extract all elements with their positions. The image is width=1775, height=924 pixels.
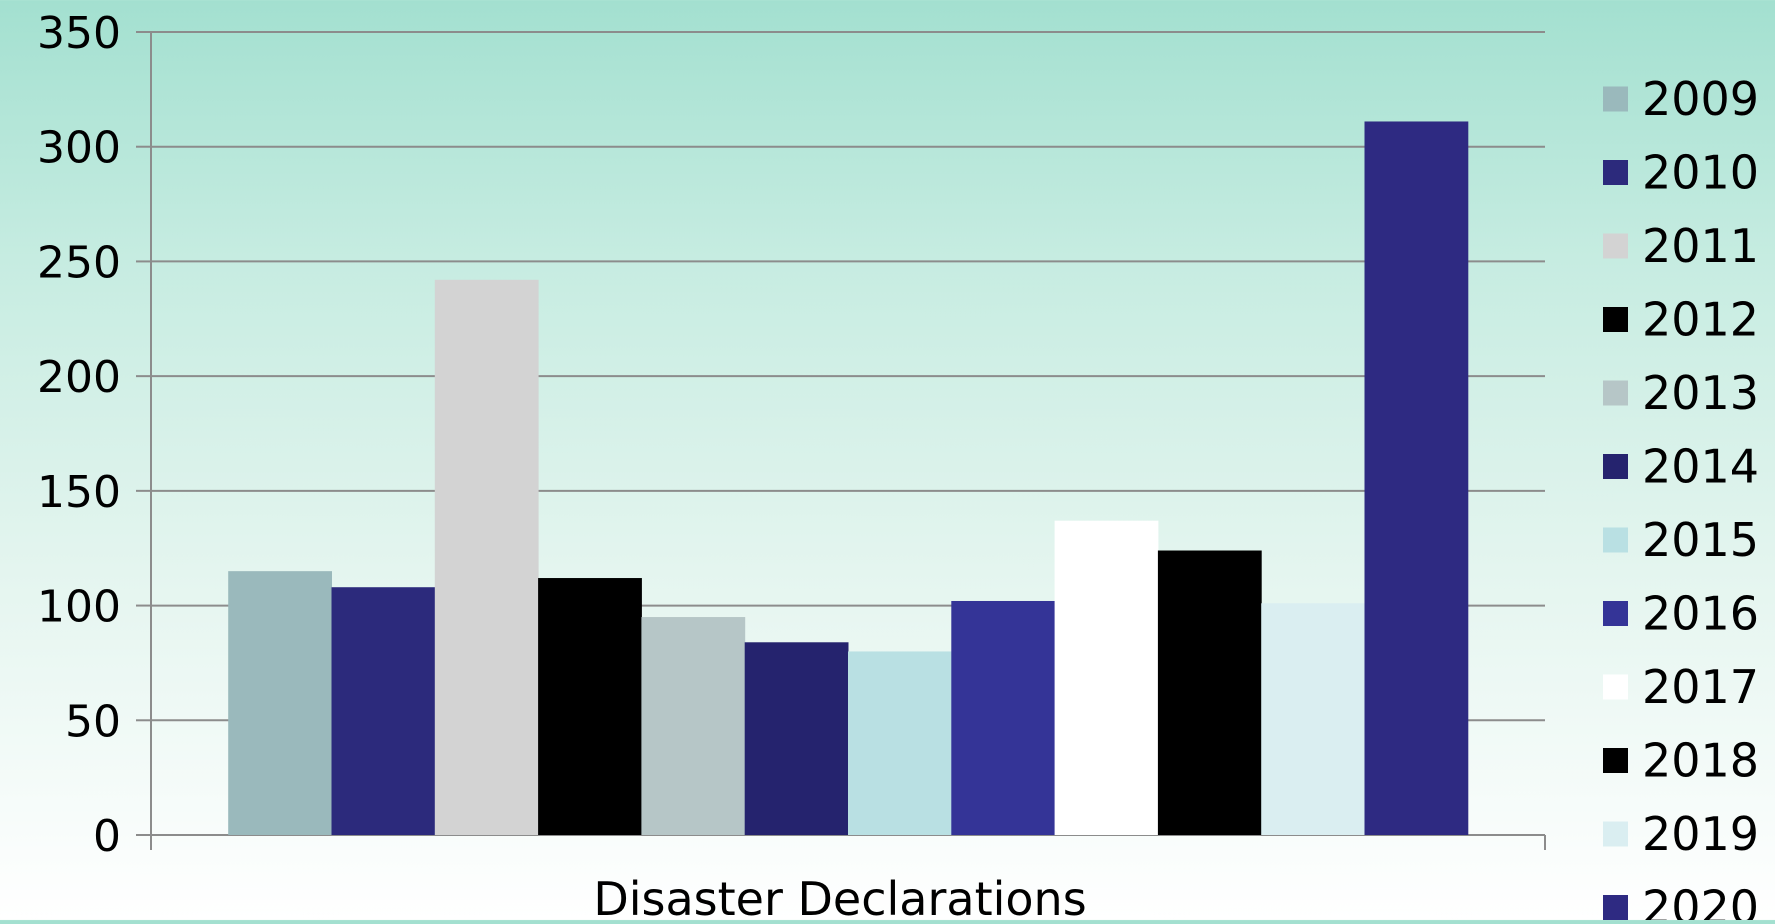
y-tick-label: 50 <box>65 696 121 747</box>
bar-2018 <box>1157 550 1262 835</box>
bar-2015 <box>848 651 952 835</box>
legend-swatch <box>1603 86 1628 112</box>
legend-item-2010: 2010 <box>1603 146 1759 200</box>
bars <box>228 121 1469 836</box>
legend-swatch <box>1603 748 1628 773</box>
legend-swatch <box>1603 821 1628 847</box>
y-tick-label: 300 <box>37 123 121 174</box>
legend-swatch <box>1603 380 1628 406</box>
bar-2010 <box>331 587 436 835</box>
legend-label: 2010 <box>1642 146 1759 200</box>
legend: 2009 2010 2011 2012 2013 2014 2015 2016 2017 2018… <box>1603 72 1759 924</box>
bar-2014 <box>744 642 849 835</box>
y-tick-label: 100 <box>37 582 121 633</box>
legend-item-2017: 2017 <box>1603 660 1759 714</box>
legend-label: 2016 <box>1642 587 1759 641</box>
legend-item-2011: 2011 <box>1603 219 1759 273</box>
y-tick-labels: 0 50 100 150 200 250 300 350 <box>37 8 121 862</box>
bar-2020 <box>1364 121 1469 835</box>
legend-item-2019: 2019 <box>1603 807 1759 861</box>
legend-item-2015: 2015 <box>1603 513 1759 567</box>
legend-swatch <box>1603 160 1628 185</box>
legend-label: 2015 <box>1642 513 1759 567</box>
bar-2013 <box>641 617 746 835</box>
legend-label: 2019 <box>1642 807 1759 861</box>
legend-swatch <box>1603 233 1628 259</box>
bar-2011 <box>434 279 539 836</box>
legend-swatch <box>1603 307 1628 332</box>
bar-2017 <box>1054 520 1159 835</box>
legend-item-2016: 2016 <box>1603 587 1759 641</box>
legend-label: 2009 <box>1642 72 1759 126</box>
legend-swatch <box>1603 601 1628 626</box>
legend-item-2014: 2014 <box>1603 440 1759 494</box>
legend-item-2013: 2013 <box>1603 366 1759 420</box>
legend-item-2012: 2012 <box>1603 293 1759 347</box>
y-tick-label: 150 <box>37 467 121 518</box>
bar-2016 <box>951 600 1056 835</box>
legend-swatch <box>1603 674 1628 700</box>
legend-label: 2017 <box>1642 660 1759 714</box>
y-tick-label: 0 <box>93 811 121 862</box>
legend-label: 2014 <box>1642 440 1759 494</box>
y-tick-label: 250 <box>37 237 121 288</box>
legend-item-2020: 2020 <box>1603 881 1759 924</box>
legend-label: 2013 <box>1642 366 1759 420</box>
bar-2019 <box>1261 603 1365 835</box>
legend-label: 2020 <box>1642 881 1759 921</box>
bar-2012 <box>538 578 642 835</box>
x-axis-label: Disaster Declarations <box>593 872 1086 920</box>
y-tick-label: 200 <box>37 352 121 403</box>
legend-label: 2011 <box>1642 219 1759 273</box>
legend-label: 2018 <box>1642 734 1759 788</box>
y-tick-label: 350 <box>37 8 121 59</box>
legend-label: 2012 <box>1642 293 1759 347</box>
legend-item-2009: 2009 <box>1603 72 1759 126</box>
legend-swatch <box>1603 895 1628 920</box>
legend-item-2018: 2018 <box>1603 734 1759 788</box>
bar-2009 <box>228 571 332 835</box>
legend-swatch <box>1603 454 1628 479</box>
legend-swatch <box>1603 527 1628 553</box>
